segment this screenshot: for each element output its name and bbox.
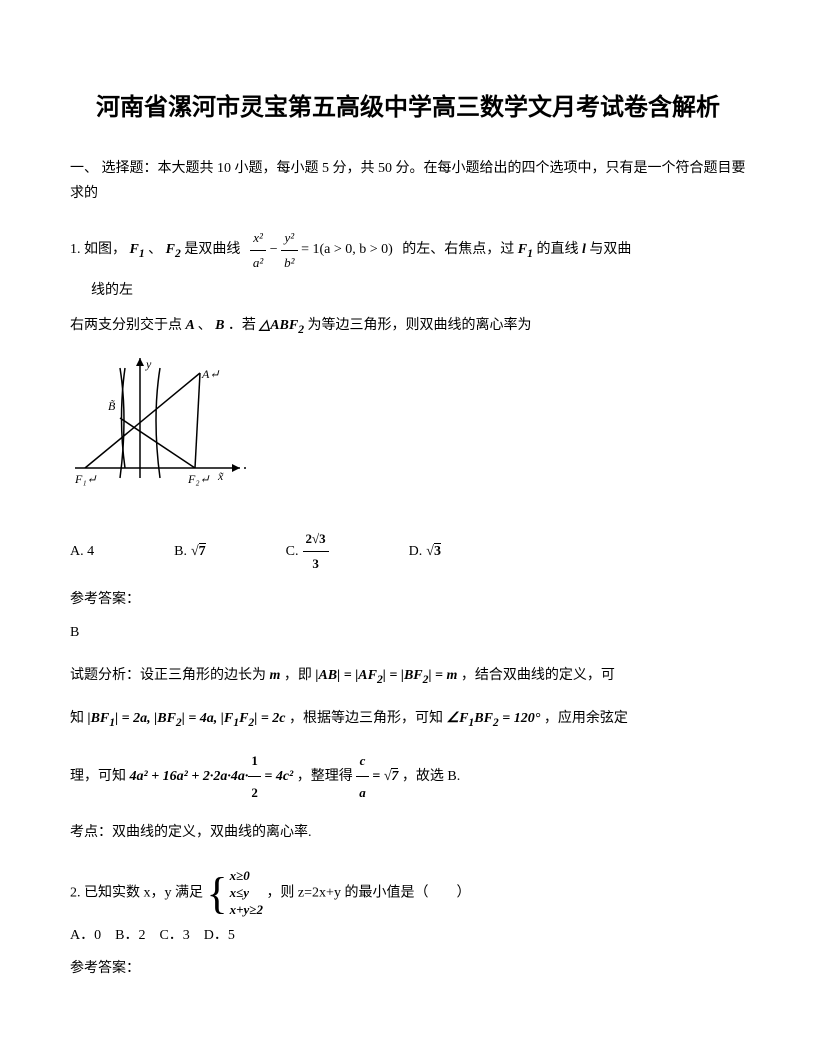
constraints: { x≥0 x≤y x+y≥2 bbox=[207, 868, 263, 919]
answer-label: 参考答案： bbox=[70, 587, 746, 612]
q1-prefix: 1. 如图， bbox=[70, 242, 126, 257]
hyperbola-graph: y A↵ B̃ F₁↵ F₂↵ x̃ bbox=[70, 348, 250, 498]
q1-line1: 1. 如图， F1 、 F2 是双曲线 x²a² − y²b² = 1(a > … bbox=[70, 226, 746, 274]
f1-symbol: F1 bbox=[130, 242, 145, 257]
option-b: B. √7 bbox=[174, 539, 206, 564]
option-c: C. 2√3 3 bbox=[286, 527, 329, 575]
answer-value: B bbox=[70, 620, 746, 645]
q1-line2: 线的左 bbox=[70, 278, 746, 303]
q2-answer-label: 参考答案： bbox=[70, 956, 746, 981]
svg-text:F₁↵: F₁↵ bbox=[74, 472, 97, 486]
option-d: D. √3 bbox=[409, 539, 441, 564]
svg-text:F₂↵: F₂↵ bbox=[187, 472, 210, 486]
svg-text:B̃: B̃ bbox=[108, 399, 116, 413]
hyperbola-formula: x²a² − y²b² = 1(a > 0, b > 0) bbox=[250, 226, 393, 274]
exam-title: 河南省漯河市灵宝第五高级中学高三数学文月考试卷含解析 bbox=[70, 90, 746, 126]
q1-text1: 是双曲线 bbox=[184, 242, 240, 257]
q1-options: A. 4 B. √7 C. 2√3 3 D. √3 bbox=[70, 527, 746, 575]
kaodian: 考点：双曲线的定义，双曲线的离心率. bbox=[70, 816, 746, 850]
question-2: 2. 已知实数 x，y 满足 { x≥0 x≤y x+y≥2 ，则 z=2x+y… bbox=[70, 868, 746, 981]
q1-text2: 的左、右焦点，过 bbox=[402, 242, 514, 257]
svg-text:A↵: A↵ bbox=[201, 367, 219, 381]
analysis-line2: 知 |BF1| = 2a, |BF2| = 4a, |F1F2| = 2c ，根… bbox=[70, 702, 746, 737]
f1-symbol-2: F1 bbox=[518, 242, 533, 257]
q2-line: 2. 已知实数 x，y 满足 { x≥0 x≤y x+y≥2 ，则 z=2x+y… bbox=[70, 868, 746, 919]
q1-text3: 的直线 bbox=[536, 242, 578, 257]
q1-line3: 右两支分别交于点 A 、 B ．若 △ABF2 为等边三角形，则双曲线的离心率为 bbox=[70, 313, 746, 340]
q1-text4: 与双曲 bbox=[589, 242, 631, 257]
question-1: 1. 如图， F1 、 F2 是双曲线 x²a² − y²b² = 1(a > … bbox=[70, 226, 746, 850]
q2-options: A．0 B．2 C．3 D．5 bbox=[70, 923, 746, 948]
analysis-line1: 试题分析：设正三角形的边长为 m ，即 |AB| = |AF2| = |BF2|… bbox=[70, 659, 746, 694]
svg-text:y: y bbox=[145, 357, 152, 371]
f2-symbol: F2 bbox=[166, 242, 181, 257]
svg-text:x̃: x̃ bbox=[217, 469, 224, 483]
section-header: 一、 选择题：本大题共 10 小题，每小题 5 分，共 50 分。在每小题给出的… bbox=[70, 156, 746, 206]
analysis-line3: 理，可知 4a² + 16a² + 2·2a·4a·12 = 4c² ，整理得 … bbox=[70, 745, 746, 808]
option-a: A. 4 bbox=[70, 539, 94, 564]
